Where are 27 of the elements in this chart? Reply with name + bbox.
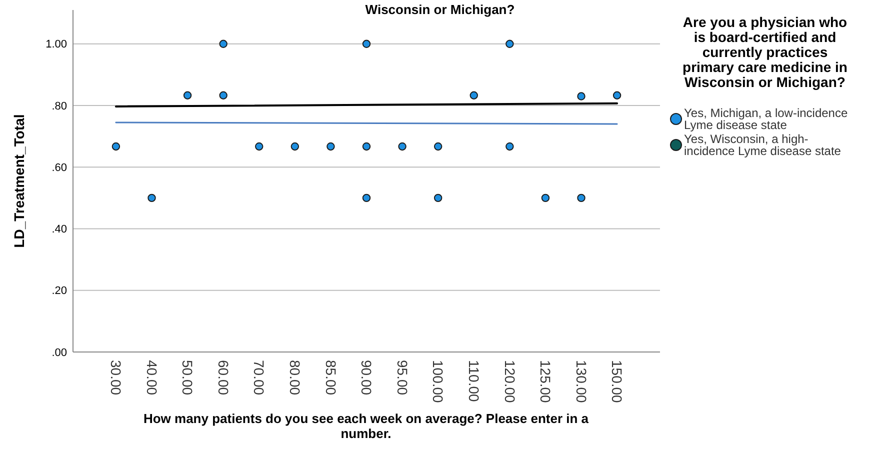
x-axis-title: How many patients do you see each week on average? Please enter in a number. <box>143 411 590 441</box>
y-axis-title: LD_Treatment_Total <box>11 114 27 248</box>
x-tick-label: 130.00 <box>573 360 590 404</box>
x-tick-label: 50.00 <box>180 360 196 396</box>
x-tick-label: 150.00 <box>609 360 626 404</box>
y-tick-label: .00 <box>52 346 67 359</box>
legend-label: Yes, Wisconsin, a high-incidence Lyme disease state <box>684 132 842 158</box>
x-tick-label: 60.00 <box>215 360 232 396</box>
x-tick-label: 125.00 <box>538 360 554 404</box>
y-tick-label: .20 <box>52 285 67 298</box>
y-tick-label: .40 <box>52 224 67 236</box>
x-tick-label: 120.00 <box>502 360 518 404</box>
y-tick-label: .80 <box>52 100 67 112</box>
y-tick-label: .60 <box>52 162 67 174</box>
x-tick-label: 90.00 <box>358 360 375 396</box>
x-tick-label: 110.00 <box>466 360 482 402</box>
chart-title: Wisconsin or Michigan? <box>365 2 515 17</box>
x-tick-label: 95.00 <box>394 360 410 396</box>
x-tick-label: 40.00 <box>144 360 160 396</box>
x-tick-label: 80.00 <box>287 360 304 396</box>
y-tick-label: 1.00 <box>46 38 67 51</box>
legend-title: Are you a physician who is board-certified and currently practices primary care medicine in Wisconsin or Michigan? <box>682 14 848 90</box>
legend-label: Yes, Michigan, a low-incidence Lyme disease state <box>684 106 848 132</box>
x-tick-label: 70.00 <box>251 360 268 396</box>
x-tick-label: 85.00 <box>322 360 339 396</box>
x-tick-label: 30.00 <box>108 360 124 396</box>
x-tick-label: 100.00 <box>430 360 446 404</box>
